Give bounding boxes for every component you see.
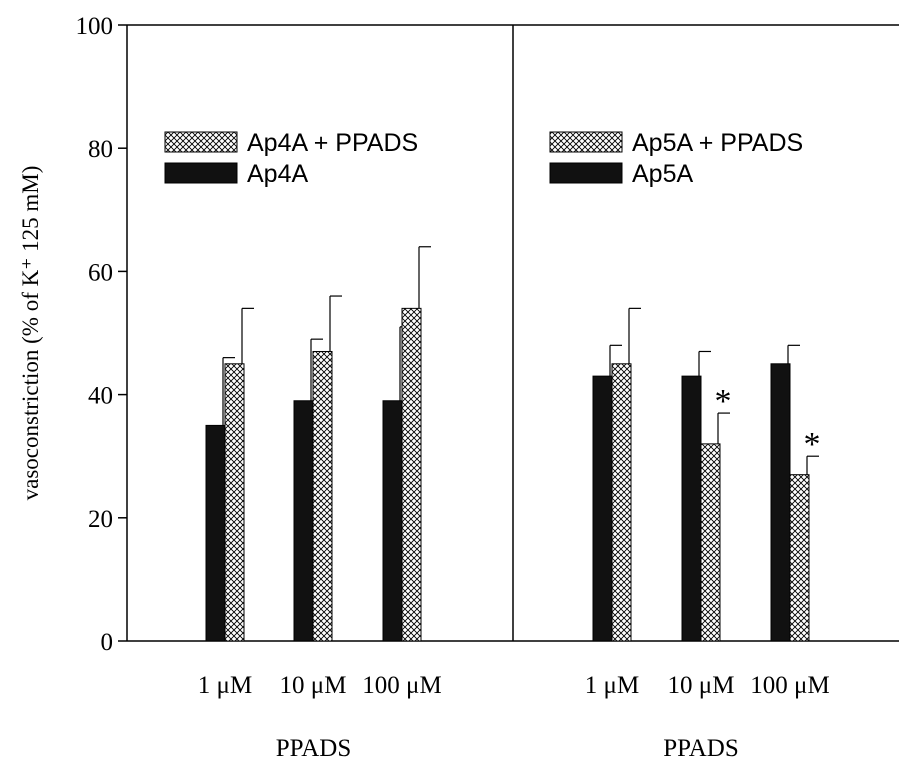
x-axis-label: PPADS (276, 735, 352, 758)
panel-1 (205, 246, 431, 642)
y-tick-label: 40 (88, 383, 113, 410)
x-tick-label: 10 μM (668, 672, 735, 699)
legend-panel-2: Ap5A + PPADS Ap5A (549, 129, 803, 188)
legend-swatch (164, 162, 238, 184)
legend-entry: Ap5A (632, 160, 693, 188)
y-tick-label: 80 (88, 136, 113, 163)
legend-entry: Ap5A + PPADS (632, 129, 803, 157)
y-tick-label: 20 (88, 506, 113, 533)
x-axis-label: PPADS (663, 735, 739, 758)
x-tick-label: 1 μM (198, 672, 252, 699)
y-axis-ticks: 0 20 40 60 80 100 (76, 13, 127, 656)
bar-ap5a-2 (681, 375, 702, 642)
x-tick-label: 1 μM (585, 672, 639, 699)
significance-marker: * (804, 426, 821, 463)
y-tick-label: 60 (88, 259, 113, 286)
bar-ap5a-ppads-1 (611, 363, 632, 642)
bar-ap5a-ppads-3 (789, 474, 810, 642)
legend-swatch (549, 131, 623, 153)
bar-ap4a-3 (382, 400, 403, 642)
bar-ap5a-ppads-2 (700, 443, 721, 642)
legend-entry: Ap4A + PPADS (247, 129, 418, 157)
x-tick-label: 100 μM (750, 672, 829, 699)
legends: Ap4A + PPADS Ap4A Ap5A + PPADS Ap5A (164, 129, 803, 188)
axes (126, 24, 899, 642)
bar-ap4a-ppads-3 (401, 307, 422, 642)
bar-ap5a-1 (592, 375, 613, 642)
x-axis-labels: 1 μM 10 μM 100 μM PPADS 1 μM 10 μM 100 μM PPADS (198, 672, 830, 758)
panel-2: ** (592, 307, 821, 642)
bar-ap5a-3 (770, 363, 791, 642)
significance-marker: * (715, 383, 732, 420)
bars: ** (205, 246, 821, 642)
legend-panel-1: Ap4A + PPADS Ap4A (164, 129, 418, 188)
x-tick-label: 10 μM (280, 672, 347, 699)
y-axis-label: vasoconstriction (% of K⁺ 125 mM) (18, 166, 43, 501)
y-tick-label: 0 (101, 629, 114, 656)
y-tick-label: 100 (76, 13, 114, 40)
bar-ap4a-2 (293, 400, 314, 642)
legend-swatch (549, 162, 623, 184)
bar-ap4a-1 (205, 424, 226, 642)
bar-ap4a-ppads-1 (224, 363, 245, 642)
legend-swatch (164, 131, 238, 153)
x-tick-label: 100 μM (362, 672, 441, 699)
bar-ap4a-ppads-2 (312, 350, 333, 642)
legend-entry: Ap4A (247, 160, 308, 188)
